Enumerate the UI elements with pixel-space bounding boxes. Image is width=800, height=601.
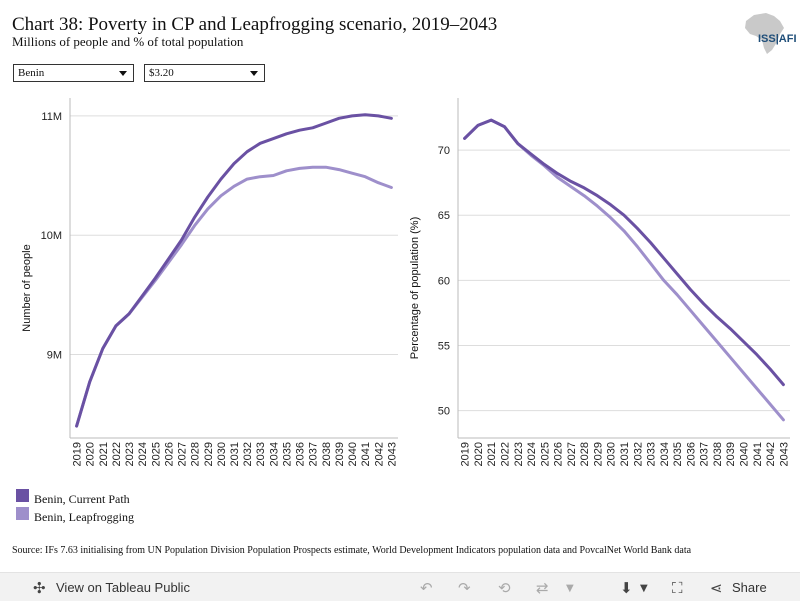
x-tick-label: 2024 — [137, 442, 149, 466]
x-tick-label: 2037 — [308, 442, 320, 466]
africa-map-logo-icon — [745, 13, 784, 54]
fullscreen-icon[interactable]: ⛶ — [672, 579, 683, 597]
refresh-dropdown-icon[interactable]: ▼ — [566, 583, 574, 594]
x-tick-label: 2037 — [699, 442, 711, 466]
x-tick-label: 2029 — [592, 442, 604, 466]
y-tick-label: 70 — [438, 145, 450, 157]
tableau-toolbar: ✣ View on Tableau Public ↶ ↷ ⟲ ⇄ ▼ ⬇ ▼ ⛶… — [0, 572, 800, 601]
x-tick-label: 2039 — [334, 442, 346, 466]
y-tick-label: 10M — [41, 230, 62, 242]
legend-item-leapfrogging[interactable]: Benin, Leapfrogging — [16, 506, 316, 524]
x-tick-label: 2035 — [281, 442, 293, 466]
x-tick-label: 2032 — [632, 442, 644, 466]
x-tick-label: 2019 — [72, 442, 84, 466]
x-tick-label: 2039 — [725, 442, 737, 466]
x-tick-label: 2026 — [553, 442, 565, 466]
y-tick-label: 60 — [438, 275, 450, 287]
y-tick-label: 11M — [41, 111, 62, 123]
x-tick-label: 2023 — [513, 442, 525, 466]
y-tick-label: 50 — [438, 406, 450, 418]
series-line-leapfrogging[interactable] — [463, 118, 785, 422]
source-note: Source: IFs 7.63 initialising from UN Po… — [12, 545, 692, 556]
x-tick-label: 2042 — [373, 442, 385, 466]
x-tick-label: 2041 — [360, 442, 372, 466]
download-dropdown-icon[interactable]: ▼ — [640, 583, 648, 594]
y-tick-label: 65 — [438, 210, 450, 222]
x-tick-label: 2029 — [203, 442, 215, 466]
x-tick-label: 2022 — [111, 442, 123, 466]
y-tick-label: 9M — [47, 349, 62, 361]
x-tick-label: 2024 — [526, 442, 538, 466]
chevron-down-icon — [250, 71, 258, 76]
x-tick-label: 2020 — [85, 442, 97, 466]
x-tick-label: 2033 — [646, 442, 658, 466]
y-axis-title: Number of people — [21, 244, 33, 331]
tableau-logo-icon: ✣ — [33, 579, 46, 597]
x-tick-label: 2038 — [712, 442, 724, 466]
x-tick-label: 2028 — [579, 442, 591, 466]
x-tick-label: 2035 — [672, 442, 684, 466]
poverty-line-select[interactable]: $3.20 — [144, 64, 265, 82]
share-button[interactable]: Share — [732, 580, 767, 595]
x-tick-label: 2034 — [268, 442, 280, 466]
x-tick-label: 2042 — [765, 442, 777, 466]
country-select-value: Benin — [18, 67, 45, 79]
country-select[interactable]: Benin — [13, 64, 134, 82]
x-tick-label: 2040 — [347, 442, 359, 466]
series-line-leapfrogging[interactable] — [75, 165, 393, 428]
x-tick-label: 2036 — [295, 442, 307, 466]
view-on-tableau-link[interactable]: View on Tableau Public — [56, 580, 190, 595]
legend-label-leapfrogging: Benin, Leapfrogging — [34, 510, 134, 524]
x-tick-label: 2041 — [752, 442, 764, 466]
x-tick-label: 2036 — [685, 442, 697, 466]
revert-icon[interactable]: ⟲ — [498, 579, 511, 597]
chart-subtitle: Millions of people and % of total popula… — [12, 34, 244, 49]
iss-afi-logo: ISS|AFI — [758, 33, 797, 45]
download-icon[interactable]: ⬇ — [620, 579, 633, 597]
x-tick-label: 2031 — [619, 442, 631, 466]
chart-people-panel: 9M 10M 11M 2019 2020 2021 2022 2023 2024 2025 2026… — [21, 98, 398, 466]
x-tick-label: 2019 — [460, 442, 472, 466]
x-tick-label: 2028 — [190, 442, 202, 466]
x-tick-label: 2027 — [177, 442, 189, 466]
x-tick-label: 2026 — [163, 442, 175, 466]
legend-item-current-path[interactable]: Benin, Current Path — [16, 488, 316, 506]
undo-icon[interactable]: ↶ — [420, 579, 433, 597]
x-tick-label: 2038 — [321, 442, 333, 466]
x-tick-label: 2030 — [216, 442, 228, 466]
share-icon[interactable]: ⋖ — [710, 579, 723, 597]
x-tick-label: 2027 — [566, 442, 578, 466]
chart-title: Chart 38: Poverty in CP and Leapfrogging… — [12, 14, 498, 35]
x-tick-label: 2021 — [98, 442, 110, 466]
x-tick-label: 2025 — [539, 442, 551, 466]
refresh-icon[interactable]: ⇄ — [536, 579, 549, 597]
x-tick-label: 2040 — [739, 442, 751, 466]
x-tick-label: 2030 — [606, 442, 618, 466]
series-line-current-path[interactable] — [75, 113, 393, 428]
legend-label-current-path: Benin, Current Path — [34, 492, 130, 506]
x-tick-label: 2032 — [242, 442, 254, 466]
series-line-current-path[interactable] — [463, 118, 785, 387]
redo-icon[interactable]: ↷ — [458, 579, 471, 597]
legend-swatch-leapfrogging — [16, 507, 29, 520]
x-tick-label: 2021 — [486, 442, 498, 466]
x-tick-label: 2022 — [499, 442, 511, 466]
chevron-down-icon — [119, 71, 127, 76]
poverty-line-select-value: $3.20 — [149, 67, 174, 79]
x-tick-label: 2034 — [659, 442, 671, 466]
x-tick-label: 2020 — [473, 442, 485, 466]
x-tick-label: 2031 — [229, 442, 241, 466]
legend-swatch-current-path — [16, 489, 29, 502]
y-tick-label: 55 — [438, 341, 450, 353]
x-tick-label: 2043 — [778, 442, 790, 466]
x-tick-label: 2023 — [124, 442, 136, 466]
x-tick-label: 2043 — [386, 442, 398, 466]
x-tick-label: 2033 — [255, 442, 267, 466]
x-tick-label: 2025 — [150, 442, 162, 466]
legend: Benin, Current Path Benin, Leapfrogging — [16, 488, 316, 524]
y-axis-title: Percentage of population (%) — [409, 217, 421, 359]
